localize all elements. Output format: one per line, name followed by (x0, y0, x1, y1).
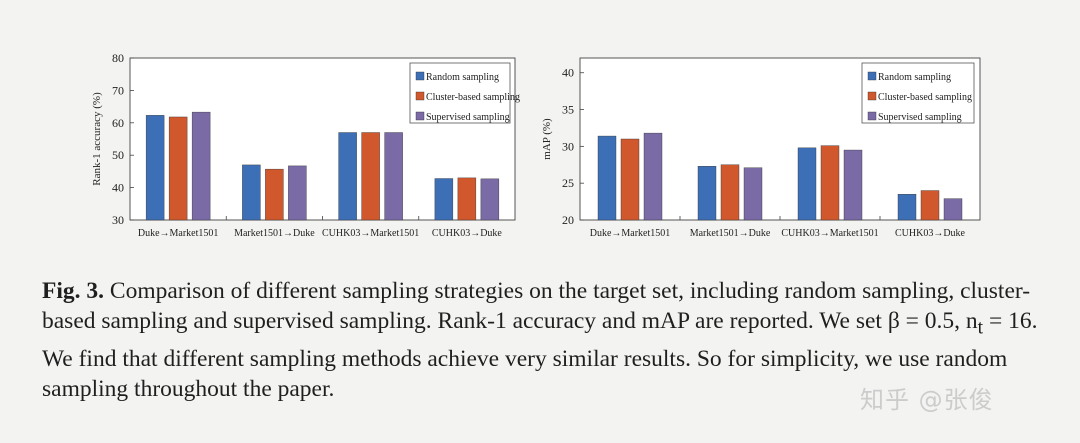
legend-swatch (415, 91, 425, 101)
bar-random (697, 166, 717, 221)
y-axis-label: mAP (%) (541, 118, 553, 160)
caption-text: Comparison of different sampling strateg… (42, 278, 1031, 334)
y-tick-label: 20 (562, 213, 574, 227)
bar-cluster (168, 116, 188, 221)
x-tick-label: CUHK03→Duke (895, 228, 966, 239)
bar-cluster (820, 145, 840, 221)
legend-swatch (415, 111, 425, 121)
bar-random (242, 164, 261, 221)
bar-cluster (457, 177, 477, 221)
legend-label: Supervised sampling (426, 112, 510, 123)
bar-cluster (920, 190, 940, 221)
y-tick-label: 30 (112, 213, 124, 227)
legend-swatch (867, 91, 877, 101)
bar-random (897, 194, 917, 221)
bar-supervised (743, 167, 763, 221)
legend-label: Cluster-based sampling (426, 92, 520, 103)
bar-supervised (191, 111, 211, 221)
bar-supervised (643, 132, 663, 221)
bar-cluster (361, 132, 380, 221)
bar-random (434, 178, 454, 221)
y-tick-label: 25 (562, 176, 574, 190)
legend-label: Random sampling (878, 72, 951, 83)
legend-box (409, 62, 511, 124)
bar-supervised (288, 165, 307, 221)
bar-random (338, 132, 357, 221)
bar-supervised (843, 149, 863, 221)
rank1-accuracy-chart: 30 40 50 60 70 80 Rank-1 accuracy (%) Duke→Mark… (91, 51, 520, 239)
y-tick-label: 60 (112, 116, 124, 130)
bar-random (145, 115, 165, 221)
y-tick-label: 30 (562, 139, 574, 153)
x-tick-label: Duke→Market1501 (590, 228, 671, 239)
bar-random (797, 147, 817, 221)
bar-cluster (720, 164, 740, 221)
caption-text-end: = 16. We find that different sampling me… (42, 308, 1038, 402)
x-tick-label: Market1501→Duke (234, 228, 315, 239)
legend-swatch (867, 71, 877, 81)
x-tick-label: Duke→Market1501 (138, 228, 219, 239)
legend-label: Supervised sampling (878, 112, 962, 123)
y-tick-label: 35 (562, 103, 574, 117)
bar-supervised (480, 178, 500, 221)
figure-caption: Fig. 3. Comparison of different sampling… (42, 276, 1052, 404)
legend-label: Random sampling (426, 72, 499, 83)
legend-swatch (415, 71, 425, 81)
map-chart: 20 25 30 35 40 mAP (%) Duke→Market1501 Market15… (541, 57, 981, 239)
y-tick-label: 40 (562, 66, 574, 80)
y-tick-label: 40 (112, 181, 124, 195)
bar-supervised (384, 132, 403, 221)
y-tick-label: 80 (112, 51, 124, 65)
legend-swatch (867, 111, 877, 121)
x-tick-label: CUHK03→Duke (432, 228, 503, 239)
bar-supervised (943, 198, 963, 221)
caption-label: Fig. 3. (42, 278, 105, 304)
watermark: 知乎 @张俊 (860, 386, 994, 414)
bar-random (597, 135, 617, 221)
bar-cluster (620, 138, 640, 221)
x-tick-label: CUHK03→Market1501 (322, 228, 419, 239)
y-axis-label: Rank-1 accuracy (%) (91, 92, 103, 186)
y-tick-label: 70 (112, 83, 124, 97)
legend-label: Cluster-based sampling (878, 92, 972, 103)
legend-box (861, 62, 975, 124)
bar-cluster (265, 168, 284, 221)
x-tick-label: Market1501→Duke (690, 228, 771, 239)
x-tick-label: CUHK03→Market1501 (781, 228, 878, 239)
caption-subscript: t (977, 317, 984, 339)
y-tick-label: 50 (112, 148, 124, 162)
